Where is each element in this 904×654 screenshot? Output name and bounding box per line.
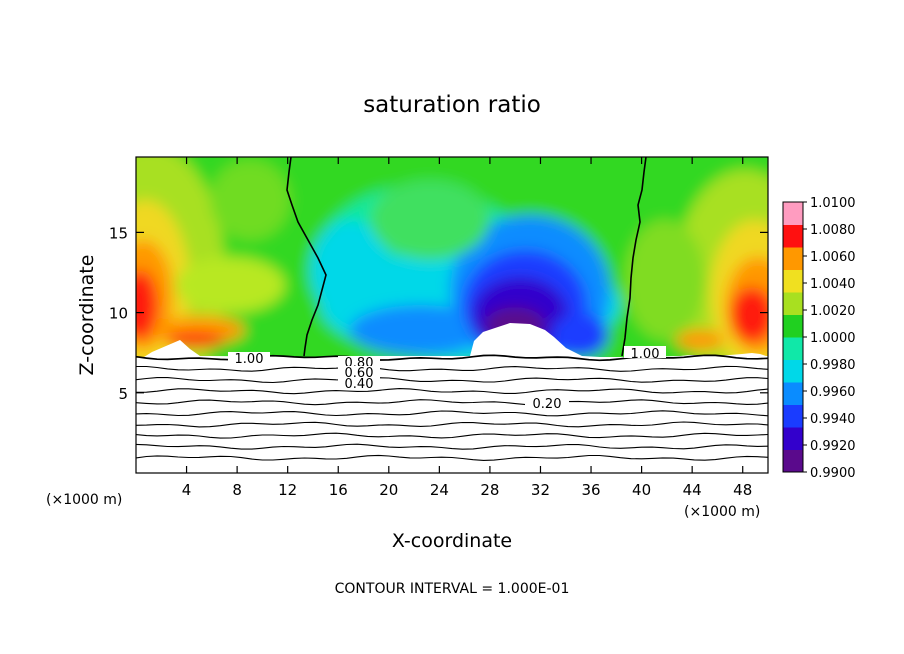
- contour-line: [136, 410, 768, 417]
- contour-label-1-00-left: 1.00: [235, 352, 264, 367]
- contour-line: [136, 421, 768, 428]
- x-axis-title: X-coordinate: [392, 530, 512, 552]
- colorbar-tick-label: 1.0100: [810, 196, 856, 211]
- lower-contour-lines: [136, 354, 768, 461]
- x-tick-label: 36: [581, 481, 600, 499]
- colorbar-swatch: [783, 449, 803, 473]
- y-tick-label: 10: [109, 305, 128, 323]
- colorbar-swatch: [783, 247, 803, 270]
- x-tick-label: 12: [278, 481, 297, 499]
- contour-line: [136, 432, 768, 439]
- x-tick-label: 28: [480, 481, 499, 499]
- x-tick-label: 16: [329, 481, 348, 499]
- colorbar-tick-label: 1.0060: [810, 250, 856, 265]
- chart-title: saturation ratio: [363, 92, 541, 118]
- colorbar-swatch: [783, 224, 803, 248]
- x-tick-label: 32: [531, 481, 550, 499]
- contour-line: [136, 377, 768, 384]
- contour-labels: 1.00 1.00 0.80 0.60 0.40 0.20: [228, 346, 666, 412]
- colorbar-swatch: [783, 359, 803, 383]
- colorbar: 1.0100 1.0080 1.0060 1.0040 1.0020 1.0000 0.99…: [782, 196, 856, 481]
- y-axis: 5 10 15: [109, 224, 768, 403]
- colorbar-swatch: [783, 202, 803, 225]
- contour-label-0-20: 0.20: [533, 397, 562, 412]
- colorbar-swatch: [783, 404, 803, 428]
- colorbar-swatch: [783, 292, 803, 315]
- x-tick-label: 20: [379, 481, 398, 499]
- colorbar-tick-label: 1.0020: [810, 304, 856, 319]
- x-unit-label-left: (×1000 m): [46, 492, 122, 508]
- x-tick-label: 24: [430, 481, 449, 499]
- contour-line: [136, 454, 768, 461]
- y-tick-label: 15: [109, 224, 128, 242]
- x-axis: 4 8 12 16 20 24 28 32 36 40 44 48: [182, 157, 752, 499]
- colorbar-swatch: [783, 337, 803, 360]
- contour-label-1-00-right: 1.00: [631, 347, 660, 362]
- x-tick-label: 44: [683, 481, 702, 499]
- colorbar-tick-label: 0.9940: [810, 412, 856, 427]
- x-unit-label-right: (×1000 m): [684, 504, 760, 520]
- y-tick-label: 5: [118, 385, 128, 403]
- colorbar-swatch: [783, 269, 803, 293]
- colorbar-tick-label: 0.9920: [810, 439, 856, 454]
- x-tick-label: 4: [182, 481, 192, 499]
- saturation-contours: [286, 157, 647, 357]
- colorbar-swatch: [783, 382, 803, 405]
- colorbar-tick-label: 0.9980: [810, 358, 856, 373]
- x-tick-label: 40: [632, 481, 651, 499]
- x-tick-label: 8: [232, 481, 242, 499]
- plot-frame: [135, 156, 769, 474]
- colorbar-swatch: [783, 314, 803, 338]
- colorbar-tick-label: 0.9900: [810, 466, 856, 481]
- colorbar-tick-label: 1.0080: [810, 223, 856, 238]
- colorbar-tick-label: 1.0040: [810, 277, 856, 292]
- contour-line: [136, 443, 768, 450]
- y-axis-title: Z-coordinate: [76, 255, 98, 376]
- colorbar-tick-label: 1.0000: [810, 331, 856, 346]
- contour-1-00-left: [286, 157, 327, 357]
- x-tick-label: 48: [733, 481, 752, 499]
- colorbar-swatch: [783, 427, 803, 450]
- contour-interval-note: CONTOUR INTERVAL = 1.000E-01: [335, 581, 570, 597]
- contour-label-0-40: 0.40: [345, 377, 374, 392]
- contour-1-00-right: [621, 157, 647, 357]
- contour-line: [136, 365, 768, 372]
- colorbar-tick-label: 0.9960: [810, 385, 856, 400]
- contour-line: [136, 388, 768, 395]
- contour-line: [136, 399, 768, 406]
